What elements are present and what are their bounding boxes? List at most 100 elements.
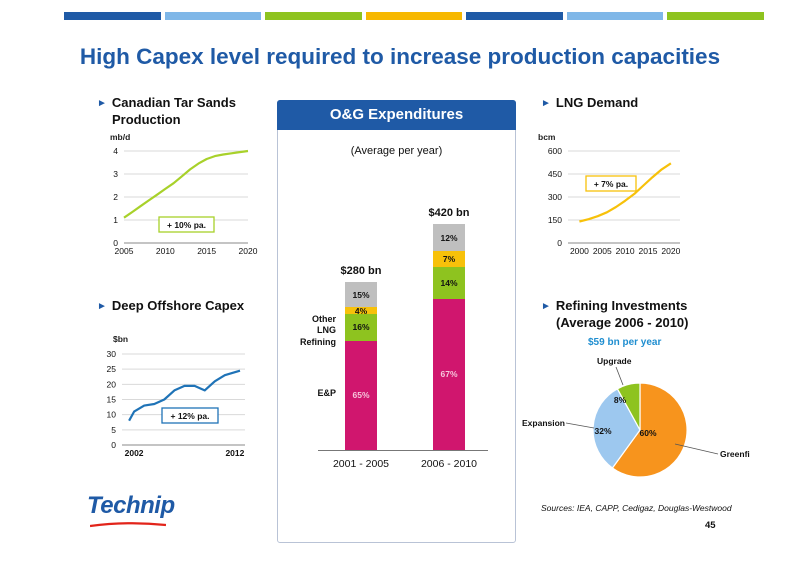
bar-segment	[345, 313, 377, 341]
y-tick-label: 5	[111, 425, 116, 435]
sources-note: Sources: IEA, CAPP, Cedigaz, Douglas-Wes…	[541, 503, 732, 513]
bar-total-label: $280 bn	[340, 265, 382, 277]
color-bar-segment	[466, 12, 563, 20]
bullet-arrow-icon: ►	[541, 301, 551, 312]
pie-value-label: 32%	[594, 426, 611, 436]
bullet-arrow-icon: ►	[97, 98, 107, 109]
pie-value-label: 60%	[639, 428, 656, 438]
bar-segment	[433, 298, 465, 450]
pie-label-greenfield: Greenfield	[720, 449, 750, 459]
x-tick-label: 2020	[661, 246, 680, 256]
x-tick-label: 2002	[125, 448, 144, 458]
color-bar-segment	[64, 12, 161, 20]
offshore-title: ► Deep Offshore Capex	[97, 298, 245, 313]
color-bar-segment	[265, 12, 362, 20]
y-tick-label: 0	[557, 238, 562, 248]
y-tick-label: 15	[107, 395, 117, 405]
x-tick-label: 2005	[593, 246, 612, 256]
bar-category-label: 2006 - 2010	[420, 458, 478, 470]
x-tick-label: 2010	[616, 246, 635, 256]
bar-segment	[345, 282, 377, 308]
x-tick-label: 2015	[197, 246, 216, 256]
color-bar-segment	[667, 12, 764, 20]
pie-slice	[611, 382, 688, 478]
slide-title: High Capex level required to increase pr…	[79, 44, 721, 69]
og-panel-header: O&G Expenditures	[277, 100, 516, 130]
y-tick-label: 20	[107, 379, 117, 389]
tar-sands-title: ► Canadian Tar Sands Production	[97, 95, 236, 127]
bar-segment	[345, 340, 377, 450]
annotation-label: + 7% pa.	[594, 179, 628, 189]
bar-segment-label: 65%	[352, 390, 370, 401]
logo-swoosh-icon	[90, 522, 166, 528]
x-tick-label: 2012	[225, 448, 244, 458]
y-tick-label: 150	[548, 215, 562, 225]
og-cat-other: Other	[311, 314, 336, 324]
refining-title: ► Refining Investments (Average 2006 - 20…	[541, 298, 689, 330]
lng-title: ► LNG Demand	[541, 95, 639, 110]
x-tick-label: 2005	[115, 246, 134, 256]
bar-segment-label: 16%	[352, 322, 370, 333]
leader-line	[615, 366, 624, 386]
y-tick-label: 300	[548, 192, 562, 202]
growth-annotation: + 12% pa.	[161, 407, 219, 424]
y-tick-label: 600	[548, 146, 562, 156]
color-bar-segment	[365, 12, 463, 20]
annotation-box	[158, 216, 215, 233]
bar-total-label: $420 bn	[428, 207, 470, 219]
page-number: 45	[705, 520, 716, 531]
x-tick-label: 2010	[156, 246, 175, 256]
offshore-unit: $bn	[113, 334, 129, 344]
pie-value-label: 8%	[614, 395, 627, 405]
leader-line	[565, 422, 595, 429]
annotation-label: + 10% pa.	[167, 220, 206, 230]
bar-segment	[345, 307, 377, 314]
x-tick-label: 2020	[239, 246, 258, 256]
y-tick-label: 2	[113, 192, 118, 202]
bullet-arrow-icon: ►	[97, 301, 107, 312]
leader-line	[674, 443, 719, 455]
bar-segment	[433, 251, 465, 267]
technip-logo: Technip	[87, 492, 175, 519]
pie-label-expansion: Expansion	[522, 418, 565, 428]
y-tick-label: 30	[107, 349, 117, 359]
series-line	[123, 149, 249, 219]
bar-segment-label: 15%	[352, 289, 370, 300]
og-cat-lng: LNG	[317, 325, 336, 335]
annotation-box	[585, 175, 637, 192]
y-tick-label: 1	[113, 215, 118, 225]
refining-pie-chart: 60% 32% 8% Greenfield Expansion Upgrade	[522, 356, 750, 478]
annotation-box	[161, 407, 219, 424]
y-tick-label: 10	[107, 410, 117, 420]
og-panel	[277, 100, 516, 543]
bar-axis	[318, 450, 488, 451]
y-tick-label: 0	[111, 440, 116, 450]
y-tick-label: 3	[113, 169, 118, 179]
x-tick-label: 2000	[570, 246, 589, 256]
bar-segment-label: 14%	[440, 277, 458, 288]
series-line	[579, 162, 672, 223]
bar-segment-label: 67%	[440, 369, 458, 380]
color-bar-segment	[566, 12, 664, 20]
og-panel-subtitle: (Average per year)	[350, 145, 443, 157]
bullet-arrow-icon: ►	[541, 98, 551, 109]
lng-chart: 0 150 300 450 600 2000 2005 2010 2015 2020 + 7% pa…	[548, 146, 681, 256]
tar-sands-unit: mb/d	[110, 132, 131, 142]
series-line	[128, 369, 241, 422]
bar-segment-label: 7%	[442, 254, 456, 265]
y-tick-label: 25	[107, 364, 117, 374]
pie-label-upgrade: Upgrade	[597, 356, 632, 366]
pie-slice	[616, 382, 641, 431]
refining-total: $59 bn per year	[588, 337, 662, 348]
bar-category-label: 2001 - 2005	[332, 458, 390, 470]
y-tick-label: 4	[113, 146, 118, 156]
growth-annotation: + 10% pa.	[158, 216, 215, 233]
annotation-label: + 12% pa.	[171, 411, 210, 421]
bar-segment	[433, 266, 465, 299]
y-tick-label: 0	[113, 238, 118, 248]
bar-segment-label: 4%	[354, 305, 368, 316]
bar-segment-label: 12%	[440, 232, 458, 243]
og-cat-refining: Refining	[300, 337, 336, 347]
color-bar-segment	[164, 12, 262, 20]
bar-segment	[433, 224, 465, 252]
